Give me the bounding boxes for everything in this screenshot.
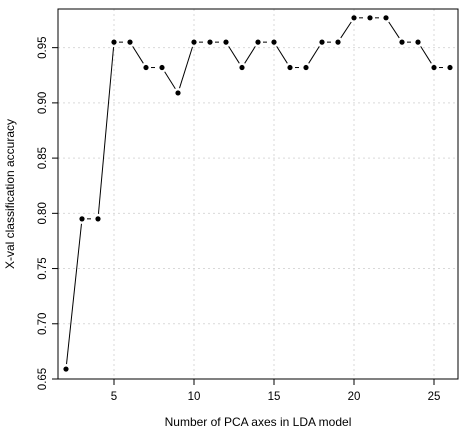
data-point (79, 216, 85, 222)
series-line-segment (97, 47, 115, 214)
series-line-segment (179, 46, 193, 89)
x-tick-label: 10 (188, 391, 201, 403)
series-line-segment (276, 46, 288, 64)
data-point (111, 39, 117, 45)
data-point (303, 64, 309, 71)
series-line-segment (244, 46, 256, 64)
data-point (287, 64, 293, 71)
data-point (415, 39, 421, 45)
y-tick-label: 0.65 (37, 368, 49, 390)
x-tick-label: 5 (111, 391, 117, 403)
data-point (383, 15, 389, 21)
x-tick-label: 20 (348, 391, 361, 403)
data-point (191, 39, 197, 45)
series-line-segment (164, 71, 176, 89)
data-point (431, 64, 437, 71)
y-tick-label: 0.80 (37, 202, 49, 224)
data-point (271, 39, 277, 45)
data-point (319, 39, 325, 45)
series-line-segment (420, 46, 432, 64)
y-tick-label: 0.85 (37, 147, 49, 169)
series-line-segment (340, 21, 352, 39)
data-point (175, 90, 181, 96)
y-axis: 0.65 0.70 0.75 0.80 0.85 0.90 0.95 (37, 36, 58, 390)
series-line-segment (228, 46, 240, 64)
y-tick-label: 0.90 (37, 92, 49, 114)
data-point (63, 366, 69, 372)
y-tick-label: 0.70 (37, 313, 49, 335)
data-point (399, 39, 405, 45)
data-point (335, 39, 341, 45)
data-point (447, 64, 453, 71)
plot-frame (57, 8, 459, 380)
x-tick-label: 15 (268, 391, 281, 403)
data-point (207, 39, 213, 45)
grid-layer (58, 9, 458, 380)
series-line-segment (308, 46, 320, 64)
series-line-segment (66, 223, 82, 365)
y-tick-label: 0.95 (37, 36, 49, 58)
series-line-segment (388, 21, 400, 39)
data-point (223, 39, 229, 45)
data-point (255, 39, 261, 45)
x-axis-title: Number of PCA axes in LDA model (165, 415, 352, 429)
data-point (127, 39, 133, 45)
x-axis: 5 10 15 20 25 (111, 379, 441, 403)
data-point (239, 64, 245, 71)
data-point (367, 15, 373, 21)
data-point (143, 64, 149, 71)
data-points-layer (63, 15, 453, 372)
data-point (159, 64, 165, 71)
x-tick-label: 25 (428, 391, 441, 403)
y-tick-label: 0.75 (37, 257, 49, 279)
y-axis-title: X-val classification accuracy (3, 119, 17, 269)
series-line-segment (132, 46, 144, 64)
data-point (95, 216, 101, 222)
data-point (351, 15, 357, 21)
series-line-layer (66, 17, 445, 365)
